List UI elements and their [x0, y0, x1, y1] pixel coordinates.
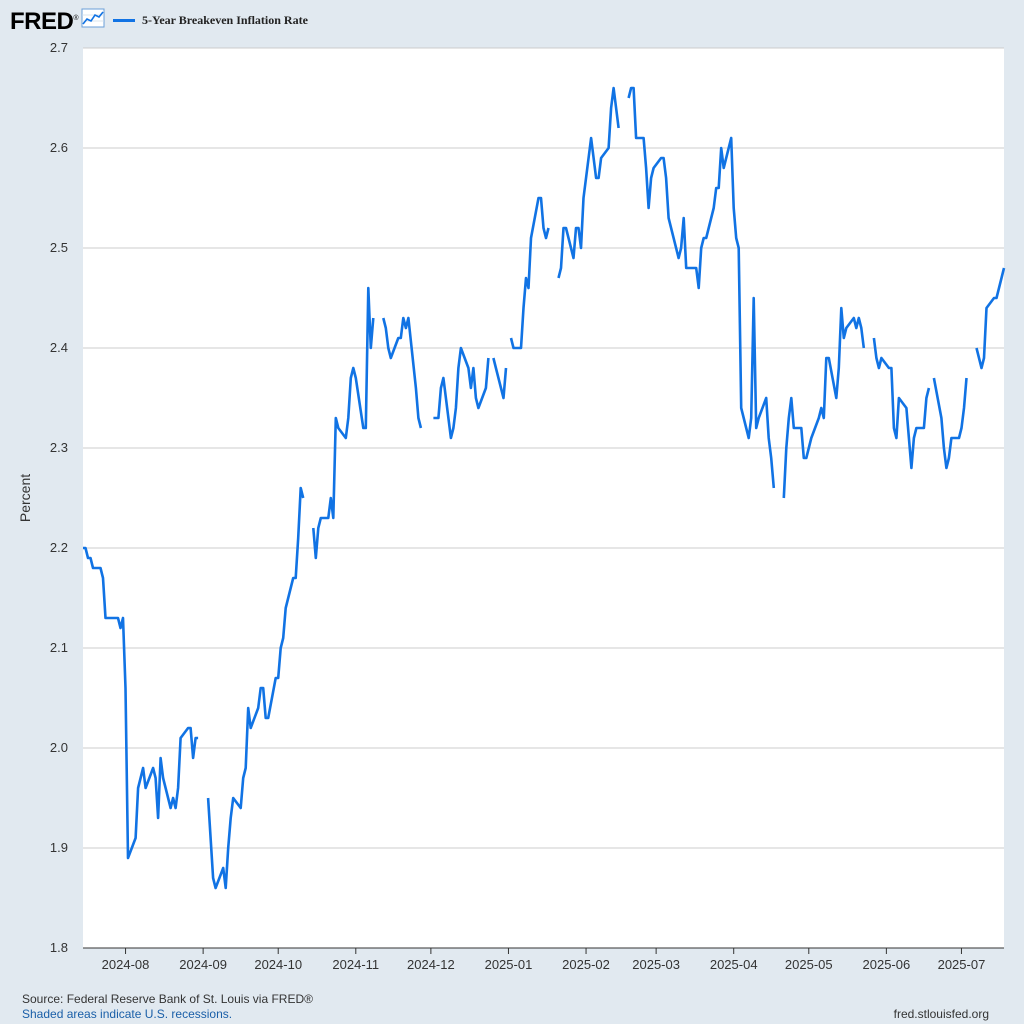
x-tick-label: 2024-11 [332, 957, 379, 972]
site-url[interactable]: fred.stlouisfed.org [893, 1007, 989, 1021]
x-tick-label: 2025-05 [785, 957, 833, 972]
series-line-segment[interactable] [872, 337, 931, 470]
x-tick-label: 2024-12 [407, 957, 455, 972]
y-tick-label: 2.0 [50, 740, 68, 755]
legend-swatch [113, 18, 136, 22]
y-tick-label: 1.8 [50, 940, 68, 955]
series-line-segment[interactable] [782, 306, 866, 499]
y-tick-label: 1.9 [50, 840, 68, 855]
gridlines [83, 47, 1004, 949]
x-tick-label: 2025-04 [710, 957, 758, 972]
series-line-segment[interactable] [83, 546, 199, 860]
series-line-segment[interactable] [206, 486, 305, 890]
y-axis-ticks: 1.8 1.9 2.0 2.1 2.2 2.3 2.4 2.5 2.6 2.7 [50, 40, 68, 955]
source-note: Source: Federal Reserve Bank of St. Loui… [22, 992, 313, 1006]
chart-header: FRED® 5-Year Breakeven Inflation Rate [10, 5, 308, 36]
fred-logo[interactable]: FRED® [10, 5, 78, 36]
x-tick-label: 2024-10 [254, 957, 302, 972]
series-line-segment[interactable] [312, 286, 375, 560]
series-line-segment[interactable] [382, 316, 423, 429]
plot-area [83, 48, 1004, 948]
y-tick-label: 2.6 [50, 140, 68, 155]
x-axis-ticks: 2024-08 2024-09 2024-10 2024-11 2024-12 2025-… [102, 948, 986, 972]
y-tick-label: 2.1 [50, 640, 68, 655]
series-line-segment[interactable] [433, 346, 490, 440]
x-tick-label: 2024-08 [102, 957, 150, 972]
series-line-segment[interactable] [492, 357, 508, 400]
series-line-segment[interactable] [932, 377, 968, 470]
y-tick-label: 2.7 [50, 40, 68, 55]
series-line-segment[interactable] [509, 196, 550, 350]
y-tick-label: 2.5 [50, 240, 68, 255]
series-line-segment[interactable] [557, 86, 620, 279]
x-tick-label: 2025-01 [485, 957, 533, 972]
y-tick-label: 2.4 [50, 340, 68, 355]
y-tick-label: 2.3 [50, 440, 68, 455]
x-tick-label: 2025-06 [863, 957, 911, 972]
x-tick-label: 2024-09 [179, 957, 227, 972]
x-tick-label: 2025-02 [562, 957, 610, 972]
series-line-segment[interactable] [627, 86, 776, 489]
x-tick-label: 2025-03 [632, 957, 680, 972]
legend-label: 5-Year Breakeven Inflation Rate [142, 12, 308, 27]
y-axis-label: Percent [17, 474, 33, 522]
logo-registered-mark: ® [73, 14, 79, 22]
fred-logo-text: FRED [10, 7, 74, 35]
y-tick-label: 2.2 [50, 540, 68, 555]
x-tick-label: 2025-07 [938, 957, 986, 972]
recession-note[interactable]: Shaded areas indicate U.S. recessions. [22, 1007, 233, 1021]
graph-icon [81, 8, 105, 33]
series-line-segment[interactable] [975, 267, 1006, 370]
chart-legend: 5-Year Breakeven Inflation Rate [113, 13, 308, 28]
series-line-group [83, 86, 1006, 890]
